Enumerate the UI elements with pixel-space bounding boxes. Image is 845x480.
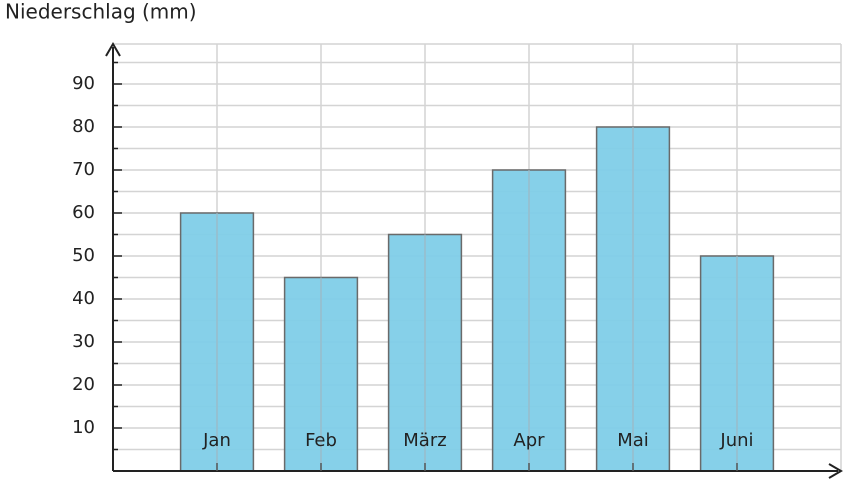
y-tick-label: 70 xyxy=(72,159,95,180)
y-tick-label: 10 xyxy=(72,417,95,438)
axes: 10 20 30 40 50 60 70 80 90 xyxy=(72,42,843,479)
x-tick-label: Mai xyxy=(617,430,649,451)
x-tick-label: Jan xyxy=(202,430,231,451)
y-tick-label: 50 xyxy=(72,245,95,266)
x-tick-label: Juni xyxy=(719,430,753,451)
x-tick-label: März xyxy=(403,430,446,451)
x-tick-label: Feb xyxy=(305,430,337,451)
bars xyxy=(179,126,775,472)
y-tick-label: 90 xyxy=(72,73,95,94)
y-tick-label: 30 xyxy=(72,331,95,352)
chart-title: Niederschlag (mm) xyxy=(5,0,197,24)
y-tick-label: 20 xyxy=(72,374,95,395)
y-axis-arrow xyxy=(105,42,121,57)
x-axis-arrow xyxy=(828,463,843,479)
y-tick-label: 40 xyxy=(72,288,95,309)
y-tick-label: 80 xyxy=(72,116,95,137)
x-tick-label: Apr xyxy=(513,430,545,451)
y-tick-label: 60 xyxy=(72,202,95,223)
